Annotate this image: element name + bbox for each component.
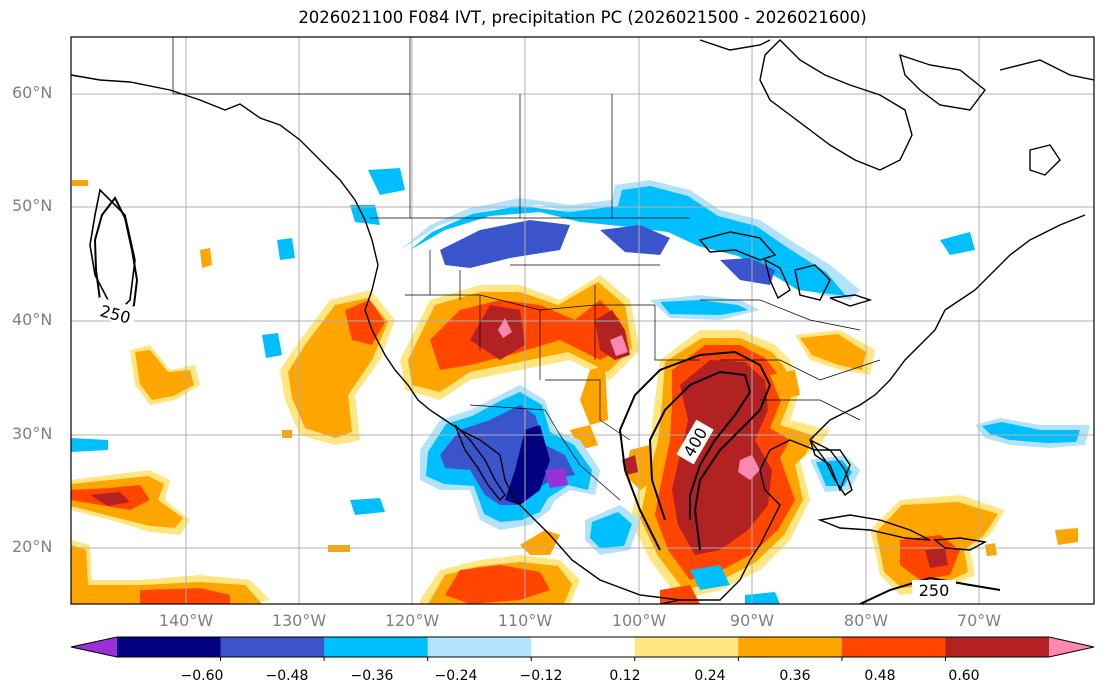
lon-label-70w: 70°W <box>956 611 1002 630</box>
graticule <box>71 37 1094 604</box>
colorbar-outline <box>70 636 1095 658</box>
colorbar-extend-high <box>1049 637 1094 657</box>
colorbar-tick-label: 0.48 <box>864 668 896 684</box>
coastlines <box>71 39 1094 604</box>
lon-label-80w: 80°W <box>843 611 889 630</box>
lon-label-130w: 130°W <box>271 611 327 630</box>
lon-label-120w: 120°W <box>384 611 440 630</box>
positive-anomaly-fields <box>71 180 1078 604</box>
colorbar-segment <box>634 637 739 657</box>
colorbar-tick-label: 0.12 <box>609 668 641 684</box>
colorbar-tick-label: 0.36 <box>779 668 811 684</box>
map-area: 250 400 250 <box>71 37 1094 604</box>
colorbar-segment <box>117 637 222 657</box>
colorbar-extend-low <box>71 637 117 657</box>
contour-labels: 250 400 250 <box>94 297 956 600</box>
colorbar-segment <box>220 637 325 657</box>
colorbar-tick-label: −0.24 <box>434 668 478 684</box>
lon-label-100w: 100°W <box>611 611 667 630</box>
colorbar-segment <box>324 637 429 657</box>
lon-label-140w: 140°W <box>158 611 214 630</box>
map-frame <box>70 36 1095 605</box>
colorbar-tick-label: −0.12 <box>519 668 563 684</box>
colorbar-tick-label: −0.60 <box>180 668 224 684</box>
colorbar-segment <box>945 637 1050 657</box>
colorbar-segment <box>738 637 843 657</box>
colorbar-segment <box>841 637 946 657</box>
lat-label-40n: 40°N <box>12 310 53 329</box>
political-borders <box>172 37 881 501</box>
colorbar-segment <box>531 637 636 657</box>
lat-label-30n: 30°N <box>12 424 53 443</box>
colorbar-tick-label: −0.36 <box>350 668 394 684</box>
negative-anomaly-fields <box>71 168 1090 604</box>
colorbar-segment <box>427 637 532 657</box>
colorbar <box>70 636 1095 661</box>
lon-label-110w: 110°W <box>497 611 553 630</box>
contour-label-250-east: 250 <box>919 581 950 600</box>
colorbar-tick-label: −0.48 <box>265 668 309 684</box>
lat-label-20n: 20°N <box>12 537 53 556</box>
colorbar-tick-label: 0.24 <box>694 668 726 684</box>
lon-label-90w: 90°W <box>729 611 775 630</box>
colorbar-tick-label: 0.60 <box>948 668 980 684</box>
lat-label-50n: 50°N <box>12 196 53 215</box>
lat-label-60n: 60°N <box>12 83 53 102</box>
map-title: 2026021100 F084 IVT, precipitation PC (2… <box>298 8 867 27</box>
